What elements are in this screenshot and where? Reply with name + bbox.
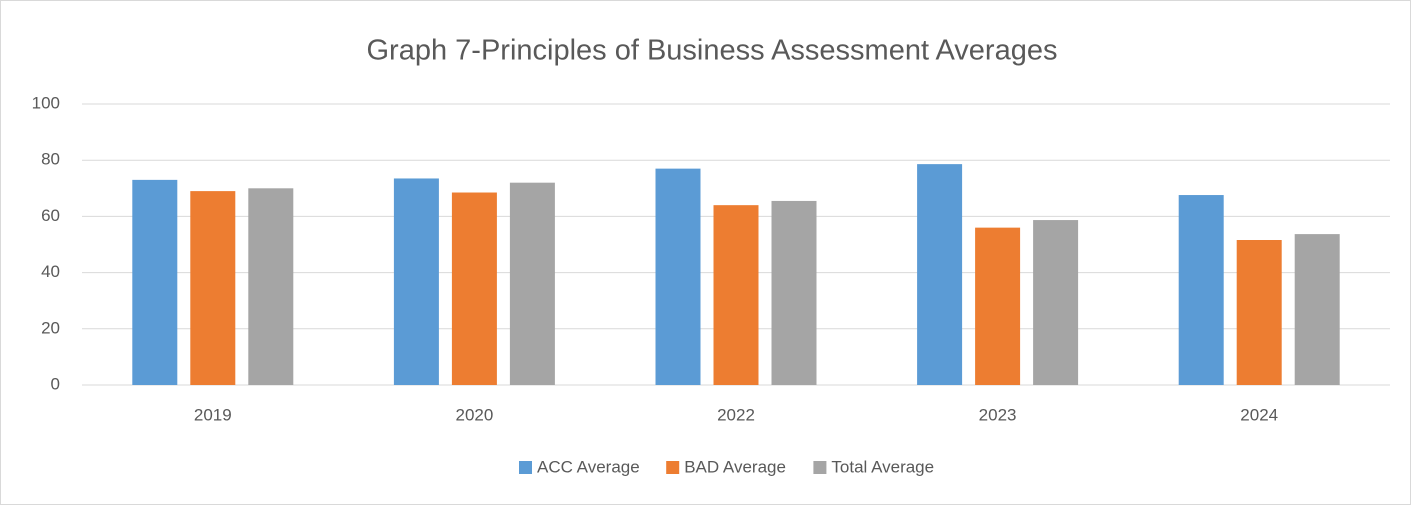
bar — [190, 191, 236, 385]
x-tick-label: 2019 — [194, 405, 232, 424]
bar — [1033, 220, 1079, 385]
y-tick-label: 100 — [32, 93, 60, 112]
chart-title: Graph 7-Principles of Business Assessmen… — [367, 35, 1058, 67]
bar — [1236, 240, 1282, 385]
legend-label: Total Average — [831, 457, 934, 476]
y-tick-label: 20 — [41, 318, 60, 337]
legend-label: BAD Average — [684, 457, 786, 476]
y-tick-label: 40 — [41, 262, 60, 281]
bar — [917, 164, 963, 385]
legend-label: ACC Average — [537, 457, 640, 476]
bar — [393, 178, 439, 385]
y-tick-label: 60 — [41, 206, 60, 225]
bar — [1294, 234, 1340, 385]
legend-swatch — [813, 461, 827, 474]
x-tick-label: 2022 — [717, 405, 755, 424]
x-tick-label: 2023 — [979, 405, 1017, 424]
legend-swatch — [666, 461, 680, 474]
bar — [975, 227, 1021, 385]
bar — [771, 200, 817, 385]
x-tick-label: 2020 — [455, 405, 493, 424]
bar — [509, 182, 555, 385]
x-tick-label: 2024 — [1240, 405, 1278, 424]
bar — [1178, 195, 1224, 385]
y-tick-label: 0 — [51, 374, 60, 393]
bar — [132, 179, 178, 385]
legend-swatch — [519, 461, 532, 474]
y-tick-label: 80 — [41, 150, 60, 169]
bar — [655, 168, 701, 385]
bar — [451, 192, 497, 385]
bar — [248, 188, 294, 385]
bar — [713, 205, 759, 385]
